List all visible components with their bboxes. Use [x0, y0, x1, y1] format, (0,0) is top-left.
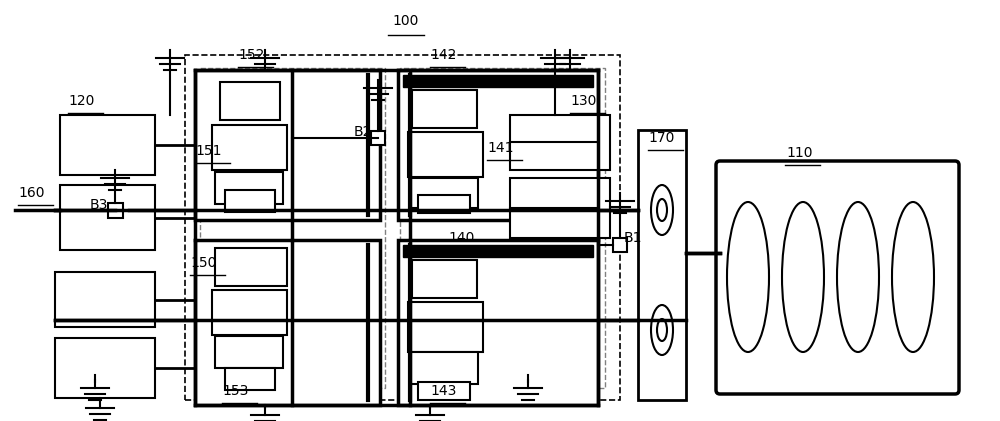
- Ellipse shape: [782, 202, 824, 352]
- Bar: [212, 290, 287, 335]
- Bar: [410, 178, 478, 208]
- Bar: [398, 70, 598, 220]
- Bar: [225, 368, 275, 390]
- Text: B2: B2: [354, 125, 372, 139]
- Text: B1: B1: [624, 231, 642, 245]
- Text: 120: 120: [68, 94, 94, 108]
- Bar: [60, 115, 155, 175]
- Ellipse shape: [657, 199, 667, 221]
- Text: 151: 151: [195, 144, 222, 158]
- Ellipse shape: [651, 185, 673, 235]
- Bar: [108, 203, 123, 218]
- Bar: [398, 240, 598, 405]
- Bar: [220, 82, 280, 120]
- Bar: [195, 70, 380, 220]
- Text: 141: 141: [487, 141, 514, 155]
- Text: 110: 110: [787, 146, 813, 160]
- Bar: [225, 190, 275, 212]
- Bar: [215, 248, 287, 286]
- Bar: [613, 238, 627, 252]
- FancyBboxPatch shape: [716, 161, 959, 394]
- Bar: [195, 240, 380, 405]
- Bar: [418, 195, 470, 213]
- Text: 130: 130: [570, 94, 596, 108]
- Bar: [403, 245, 593, 257]
- Bar: [215, 336, 283, 368]
- Text: 100: 100: [393, 14, 419, 28]
- Text: 170: 170: [648, 131, 674, 145]
- Text: 160: 160: [18, 186, 44, 200]
- Bar: [55, 338, 155, 398]
- Ellipse shape: [892, 202, 934, 352]
- Text: 140: 140: [448, 231, 474, 245]
- Ellipse shape: [657, 319, 667, 341]
- Text: 152: 152: [238, 48, 264, 62]
- Text: B3: B3: [90, 198, 108, 212]
- Bar: [55, 272, 155, 327]
- Bar: [418, 382, 470, 400]
- Bar: [410, 352, 478, 384]
- Bar: [400, 68, 605, 388]
- Bar: [412, 260, 477, 298]
- Bar: [185, 55, 620, 400]
- Bar: [212, 125, 287, 170]
- Ellipse shape: [727, 202, 769, 352]
- Bar: [408, 302, 483, 352]
- Bar: [215, 172, 283, 204]
- Text: 143: 143: [430, 384, 456, 398]
- Text: 153: 153: [222, 384, 248, 398]
- Bar: [510, 178, 610, 238]
- Ellipse shape: [837, 202, 879, 352]
- Bar: [403, 75, 593, 87]
- Bar: [371, 131, 385, 145]
- Bar: [408, 132, 483, 177]
- Bar: [638, 130, 686, 400]
- Bar: [412, 90, 477, 128]
- Bar: [510, 115, 610, 170]
- Bar: [200, 68, 385, 388]
- Text: 150: 150: [190, 256, 216, 270]
- Ellipse shape: [651, 305, 673, 355]
- Text: 142: 142: [430, 48, 456, 62]
- Bar: [60, 185, 155, 250]
